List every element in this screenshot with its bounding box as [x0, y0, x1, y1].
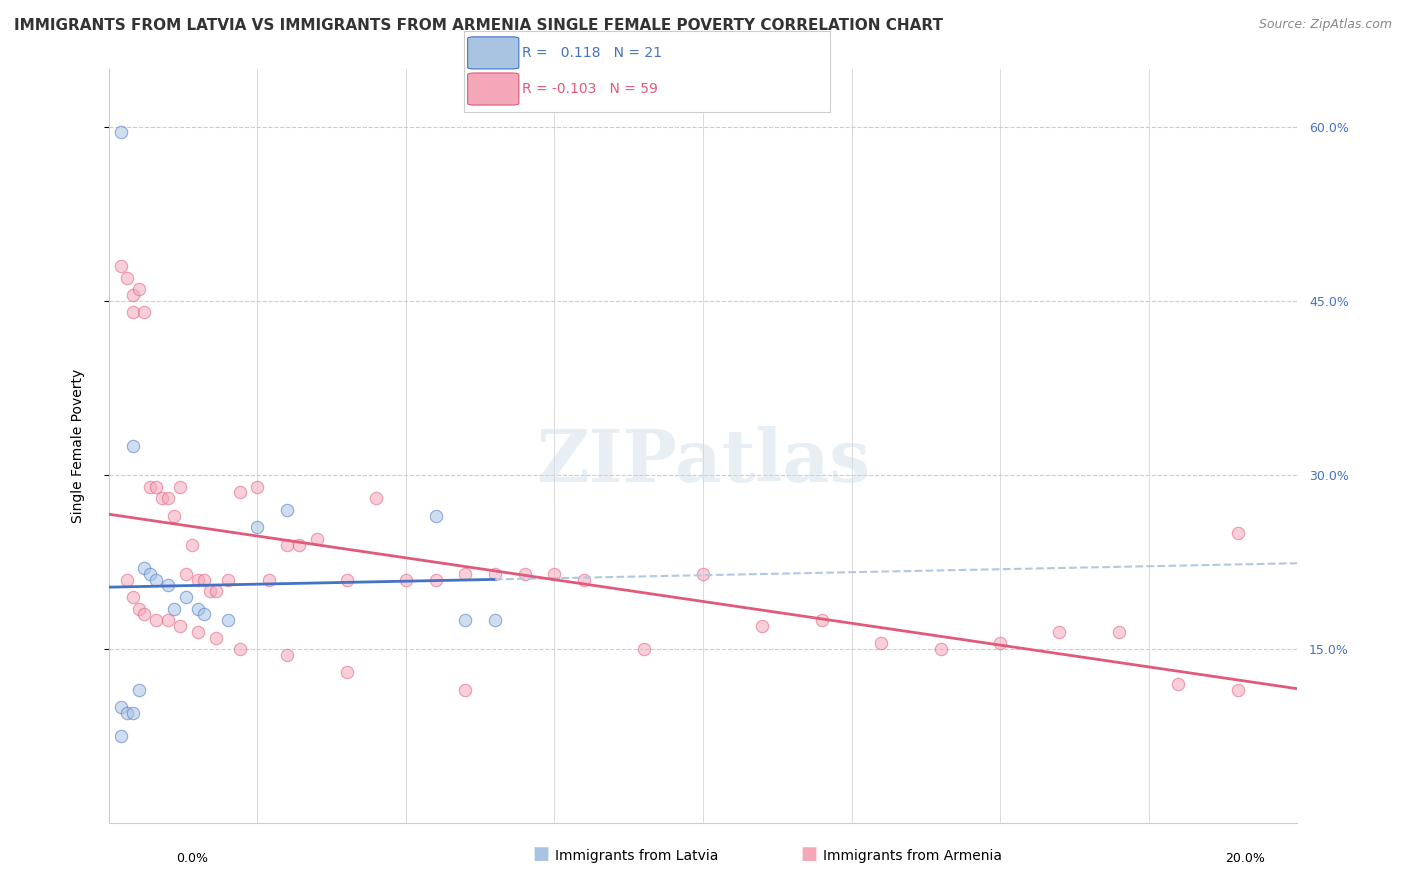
Point	[128, 282, 150, 296]
Point	[366, 491, 388, 506]
Point	[145, 613, 167, 627]
Point	[121, 288, 143, 302]
Text: ZIPatlas: ZIPatlas	[536, 425, 870, 497]
Point	[454, 682, 477, 697]
Point	[811, 613, 834, 627]
Point	[484, 613, 506, 627]
Text: ■: ■	[800, 846, 817, 863]
Point	[335, 573, 357, 587]
Point	[246, 480, 269, 494]
Point	[395, 573, 418, 587]
Point	[1049, 624, 1071, 639]
Text: IMMIGRANTS FROM LATVIA VS IMMIGRANTS FROM ARMENIA SINGLE FEMALE POVERTY CORRELAT: IMMIGRANTS FROM LATVIA VS IMMIGRANTS FRO…	[14, 18, 943, 33]
Point	[187, 601, 209, 615]
Point	[425, 573, 447, 587]
Point	[121, 590, 143, 604]
Point	[187, 573, 209, 587]
Point	[174, 566, 197, 581]
Point	[276, 648, 298, 662]
Point	[193, 607, 215, 622]
Point	[110, 730, 132, 744]
Point	[454, 613, 477, 627]
Text: 0.0%: 0.0%	[176, 852, 208, 865]
Point	[150, 491, 173, 506]
FancyBboxPatch shape	[468, 37, 519, 69]
Point	[543, 566, 565, 581]
Point	[157, 613, 180, 627]
Point	[110, 259, 132, 273]
Point	[217, 573, 239, 587]
Point	[157, 491, 180, 506]
Text: Immigrants from Armenia: Immigrants from Armenia	[823, 849, 1001, 863]
Point	[174, 590, 197, 604]
Point	[134, 561, 156, 575]
Point	[193, 573, 215, 587]
Point	[217, 613, 239, 627]
Text: R =   0.118   N = 21: R = 0.118 N = 21	[523, 45, 662, 60]
Point	[204, 631, 226, 645]
Point	[198, 584, 221, 599]
Point	[246, 520, 269, 534]
Point	[988, 636, 1011, 650]
Y-axis label: Single Female Poverty: Single Female Poverty	[72, 369, 86, 523]
Point	[134, 607, 156, 622]
Point	[228, 642, 250, 657]
Point	[454, 566, 477, 581]
Point	[276, 538, 298, 552]
Point	[128, 682, 150, 697]
Point	[121, 706, 143, 720]
Text: ■: ■	[533, 846, 550, 863]
Point	[335, 665, 357, 680]
Text: Source: ZipAtlas.com: Source: ZipAtlas.com	[1258, 18, 1392, 31]
Point	[121, 439, 143, 453]
Point	[139, 480, 162, 494]
Point	[157, 578, 180, 592]
Point	[115, 706, 138, 720]
Point	[1167, 677, 1189, 691]
Point	[259, 573, 281, 587]
Point	[1108, 624, 1130, 639]
Text: 20.0%: 20.0%	[1226, 852, 1265, 865]
Point	[181, 538, 204, 552]
Point	[572, 573, 595, 587]
Point	[110, 700, 132, 714]
Text: Immigrants from Latvia: Immigrants from Latvia	[555, 849, 718, 863]
Point	[110, 125, 132, 139]
Point	[121, 305, 143, 319]
Point	[1226, 682, 1249, 697]
Point	[288, 538, 311, 552]
Point	[115, 573, 138, 587]
Point	[145, 480, 167, 494]
Point	[134, 305, 156, 319]
Point	[513, 566, 536, 581]
FancyBboxPatch shape	[468, 73, 519, 105]
Point	[169, 480, 191, 494]
Point	[1226, 526, 1249, 541]
Point	[163, 508, 186, 523]
Point	[484, 566, 506, 581]
Point	[128, 601, 150, 615]
Point	[305, 532, 328, 546]
Point	[204, 584, 226, 599]
Point	[692, 566, 714, 581]
Point	[187, 624, 209, 639]
Point	[139, 566, 162, 581]
Point	[115, 270, 138, 285]
Point	[169, 619, 191, 633]
Point	[276, 503, 298, 517]
Point	[633, 642, 655, 657]
Text: R = -0.103   N = 59: R = -0.103 N = 59	[523, 82, 658, 96]
Point	[228, 485, 250, 500]
Point	[425, 508, 447, 523]
Point	[751, 619, 773, 633]
Point	[870, 636, 893, 650]
Point	[929, 642, 952, 657]
Point	[145, 573, 167, 587]
Point	[163, 601, 186, 615]
